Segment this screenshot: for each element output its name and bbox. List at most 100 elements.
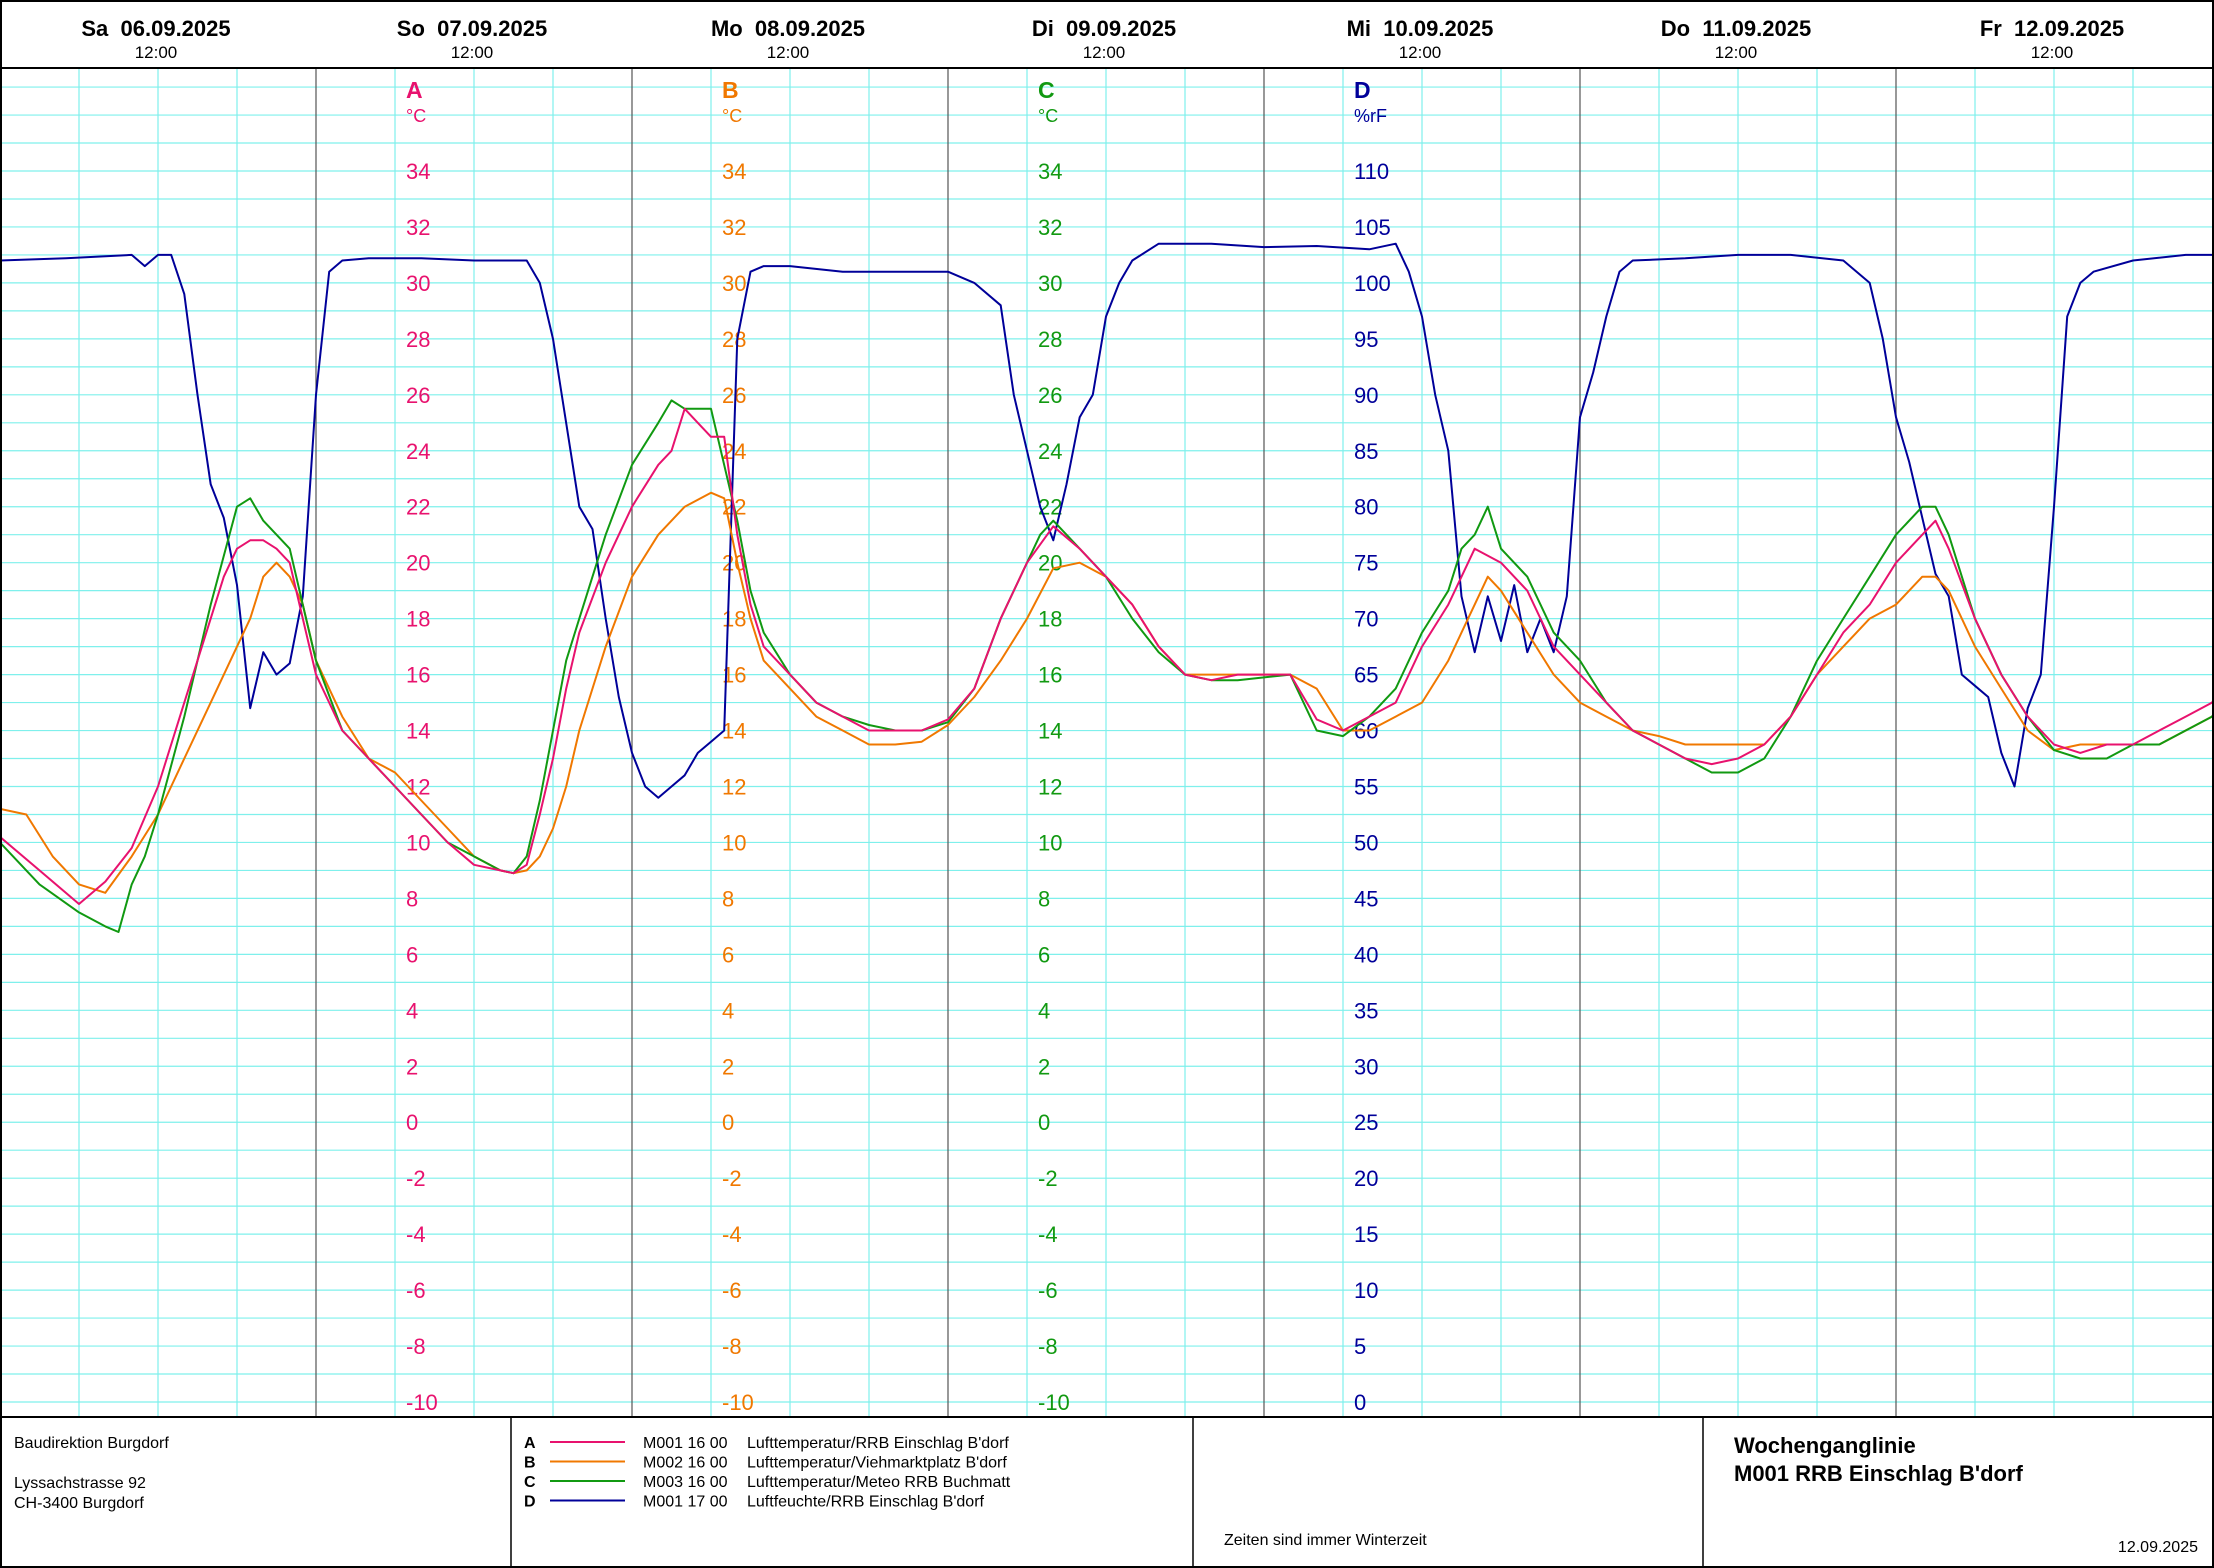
legend-letter: D (524, 1494, 536, 1511)
axis-tick-label: -4 (1038, 1222, 1058, 1247)
report-subtitle: M001 RRB Einschlag B'dorf (1734, 1461, 2024, 1486)
axis-letter: B (722, 77, 739, 103)
time-note: Zeiten sind immer Winterzeit (1224, 1532, 1427, 1549)
day-time-label: 12:00 (1083, 43, 1126, 62)
axis-tick-label: -6 (406, 1278, 426, 1303)
axis-tick-label: 8 (722, 886, 734, 911)
axis-tick-label: 50 (1354, 830, 1378, 855)
axis-tick-label: -10 (1038, 1390, 1070, 1415)
axis-tick-label: 5 (1354, 1334, 1366, 1359)
axis-tick-label: 24 (406, 439, 430, 464)
axis-tick-label: 18 (406, 607, 430, 632)
series-line-D (0, 242, 2214, 799)
axis-tick-label: 0 (1038, 1110, 1050, 1135)
axis-tick-label: -8 (1038, 1334, 1058, 1359)
day-time-label: 12:00 (767, 43, 810, 62)
axis-tick-label: 45 (1354, 886, 1378, 911)
axis-unit: °C (1038, 106, 1058, 126)
axis-tick-label: 75 (1354, 551, 1378, 576)
day-time-label: 12:00 (451, 43, 494, 62)
axis-tick-label: 30 (1038, 271, 1062, 296)
day-label: Fr 12.09.2025 (1980, 16, 2124, 41)
report-date: 12.09.2025 (2118, 1539, 2198, 1556)
axis-tick-label: 34 (1038, 159, 1062, 184)
axis-tick-label: 12 (1038, 775, 1062, 800)
axis-tick-label: 28 (722, 327, 746, 352)
axis-tick-label: 32 (722, 215, 746, 240)
axis-tick-label: 85 (1354, 439, 1378, 464)
axis-tick-label: 34 (722, 159, 746, 184)
axis-tick-label: 14 (406, 719, 430, 744)
axis-tick-label: 4 (1038, 998, 1050, 1023)
axis-tick-label: 6 (406, 942, 418, 967)
org-name: Baudirektion Burgdorf (14, 1435, 169, 1452)
axis-tick-label: 2 (722, 1054, 734, 1079)
day-label: Mo 08.09.2025 (711, 16, 865, 41)
legend-name: Lufttemperatur/RRB Einschlag B'dorf (747, 1435, 1009, 1452)
axis-tick-label: 2 (1038, 1054, 1050, 1079)
axis-tick-label: 32 (406, 215, 430, 240)
axis-tick-label: 10 (1038, 830, 1062, 855)
org-street: Lyssachstrasse 92 (14, 1475, 146, 1492)
axis-tick-label: 20 (406, 551, 430, 576)
day-time-label: 12:00 (1399, 43, 1442, 62)
axis-unit: °C (722, 106, 742, 126)
axis-tick-label: -4 (406, 1222, 426, 1247)
axis-letter: A (406, 77, 423, 103)
axis-tick-label: 12 (722, 775, 746, 800)
axis-tick-label: 22 (406, 495, 430, 520)
day-label: Sa 06.09.2025 (81, 16, 230, 41)
axis-tick-label: 2 (406, 1054, 418, 1079)
axis-tick-label: 34 (406, 159, 430, 184)
axis-tick-label: 30 (722, 271, 746, 296)
axis-tick-label: -8 (406, 1334, 426, 1359)
axis-tick-label: 30 (406, 271, 430, 296)
series-line-C (0, 399, 2214, 933)
day-time-label: 12:00 (1715, 43, 1758, 62)
legend-letter: B (524, 1455, 536, 1472)
axis-tick-label: 14 (1038, 719, 1062, 744)
day-label: Do 11.09.2025 (1661, 16, 1811, 41)
y-axes: A°C-10-8-6-4-202468101214161820222426283… (406, 77, 1391, 1415)
day-header: Sa 06.09.2025 12:00 So 07.09.2025 12:00 Mo 0… (81, 16, 2124, 62)
axis-tick-label: 25 (1354, 1110, 1378, 1135)
axis-tick-label: 95 (1354, 327, 1378, 352)
legend-code: M003 16 00 (643, 1474, 728, 1491)
day-label: So 07.09.2025 (397, 16, 547, 41)
legend-letter: C (524, 1474, 536, 1491)
axis-tick-label: 16 (1038, 663, 1062, 688)
axis-tick-label: 0 (406, 1110, 418, 1135)
axis-tick-label: 0 (722, 1110, 734, 1135)
axis-letter: C (1038, 77, 1055, 103)
axis-letter: D (1354, 77, 1371, 103)
day-time-label: 12:00 (135, 43, 178, 62)
axis-tick-label: 90 (1354, 383, 1378, 408)
axis-tick-label: 4 (406, 998, 418, 1023)
axis-tick-label: 8 (406, 886, 418, 911)
axis-tick-label: 10 (1354, 1278, 1378, 1303)
axis-tick-label: -10 (406, 1390, 438, 1415)
axis-tick-label: -6 (722, 1278, 742, 1303)
axis-tick-label: 65 (1354, 663, 1378, 688)
axis-tick-label: -8 (722, 1334, 742, 1359)
legend: A M001 16 00 Lufttemperatur/RRB Einschlag … (524, 1435, 1011, 1511)
org-city: CH-3400 Burgdorf (14, 1495, 144, 1512)
axis-tick-label: 6 (1038, 942, 1050, 967)
axis-tick-label: 18 (722, 607, 746, 632)
axis-tick-label: -10 (722, 1390, 754, 1415)
axis-tick-label: 0 (1354, 1390, 1366, 1415)
axis-tick-label: 18 (1038, 607, 1062, 632)
series-line-B (0, 491, 2214, 894)
axis-tick-label: 35 (1354, 998, 1378, 1023)
legend-letter: A (524, 1435, 536, 1452)
day-label: Mi 10.09.2025 (1347, 16, 1494, 41)
axis-unit: %rF (1354, 106, 1387, 126)
axis-unit: °C (406, 106, 426, 126)
legend-code: M001 17 00 (643, 1494, 728, 1511)
series-lines (0, 242, 2214, 933)
axis-tick-label: 8 (1038, 886, 1050, 911)
axis-tick-label: 10 (722, 830, 746, 855)
axis-tick-label: 4 (722, 998, 734, 1023)
axis-tick-label: -2 (722, 1166, 742, 1191)
